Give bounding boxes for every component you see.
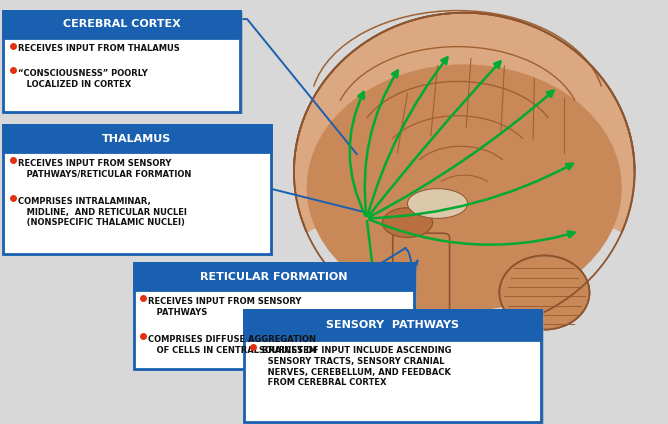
FancyBboxPatch shape (3, 11, 240, 112)
Ellipse shape (499, 255, 590, 330)
FancyBboxPatch shape (244, 310, 541, 340)
FancyBboxPatch shape (3, 125, 271, 254)
FancyBboxPatch shape (136, 265, 417, 371)
Text: COMPRISES INTRALAMINAR,
   MIDLINE,  AND RETICULAR NUCLEI
   (NONSPECIFIC THALAM: COMPRISES INTRALAMINAR, MIDLINE, AND RET… (18, 197, 187, 227)
Text: RECEIVES INPUT FROM SENSORY
   PATHWAYS: RECEIVES INPUT FROM SENSORY PATHWAYS (148, 297, 302, 317)
Text: RECEIVES INPUT FROM THALAMUS: RECEIVES INPUT FROM THALAMUS (18, 45, 180, 53)
FancyBboxPatch shape (134, 263, 414, 369)
Text: CEREBRAL CORTEX: CEREBRAL CORTEX (63, 20, 181, 29)
Text: THALAMUS: THALAMUS (102, 134, 172, 144)
Text: RECEIVES INPUT FROM SENSORY
   PATHWAYS/RETICULAR FORMATION: RECEIVES INPUT FROM SENSORY PATHWAYS/RET… (18, 159, 192, 179)
Text: RETICULAR FORMATION: RETICULAR FORMATION (200, 272, 347, 282)
FancyBboxPatch shape (244, 310, 541, 422)
Text: “CONSCIOUSNESS” POORLY
   LOCALIZED IN CORTEX: “CONSCIOUSNESS” POORLY LOCALIZED IN CORT… (18, 69, 148, 89)
Ellipse shape (382, 208, 433, 237)
FancyBboxPatch shape (246, 311, 544, 424)
Ellipse shape (307, 64, 622, 311)
Ellipse shape (294, 13, 635, 331)
Text: COMPRISES DIFFUSE AGGREGATION
   OF CELLS IN CENTRAL BRAINSTEM: COMPRISES DIFFUSE AGGREGATION OF CELLS I… (148, 335, 317, 355)
FancyBboxPatch shape (6, 127, 273, 256)
PathPatch shape (403, 246, 448, 328)
Text: SOURCES OF INPUT INCLUDE ASCENDING
   SENSORY TRACTS, SENSORY CRANIAL
   NERVES,: SOURCES OF INPUT INCLUDE ASCENDING SENSO… (259, 346, 451, 388)
FancyBboxPatch shape (393, 233, 450, 352)
FancyBboxPatch shape (3, 11, 240, 38)
Ellipse shape (285, 204, 643, 315)
FancyBboxPatch shape (3, 125, 271, 152)
Ellipse shape (407, 189, 468, 218)
FancyBboxPatch shape (134, 263, 414, 290)
FancyBboxPatch shape (6, 12, 243, 114)
Text: SENSORY  PATHWAYS: SENSORY PATHWAYS (326, 320, 459, 330)
